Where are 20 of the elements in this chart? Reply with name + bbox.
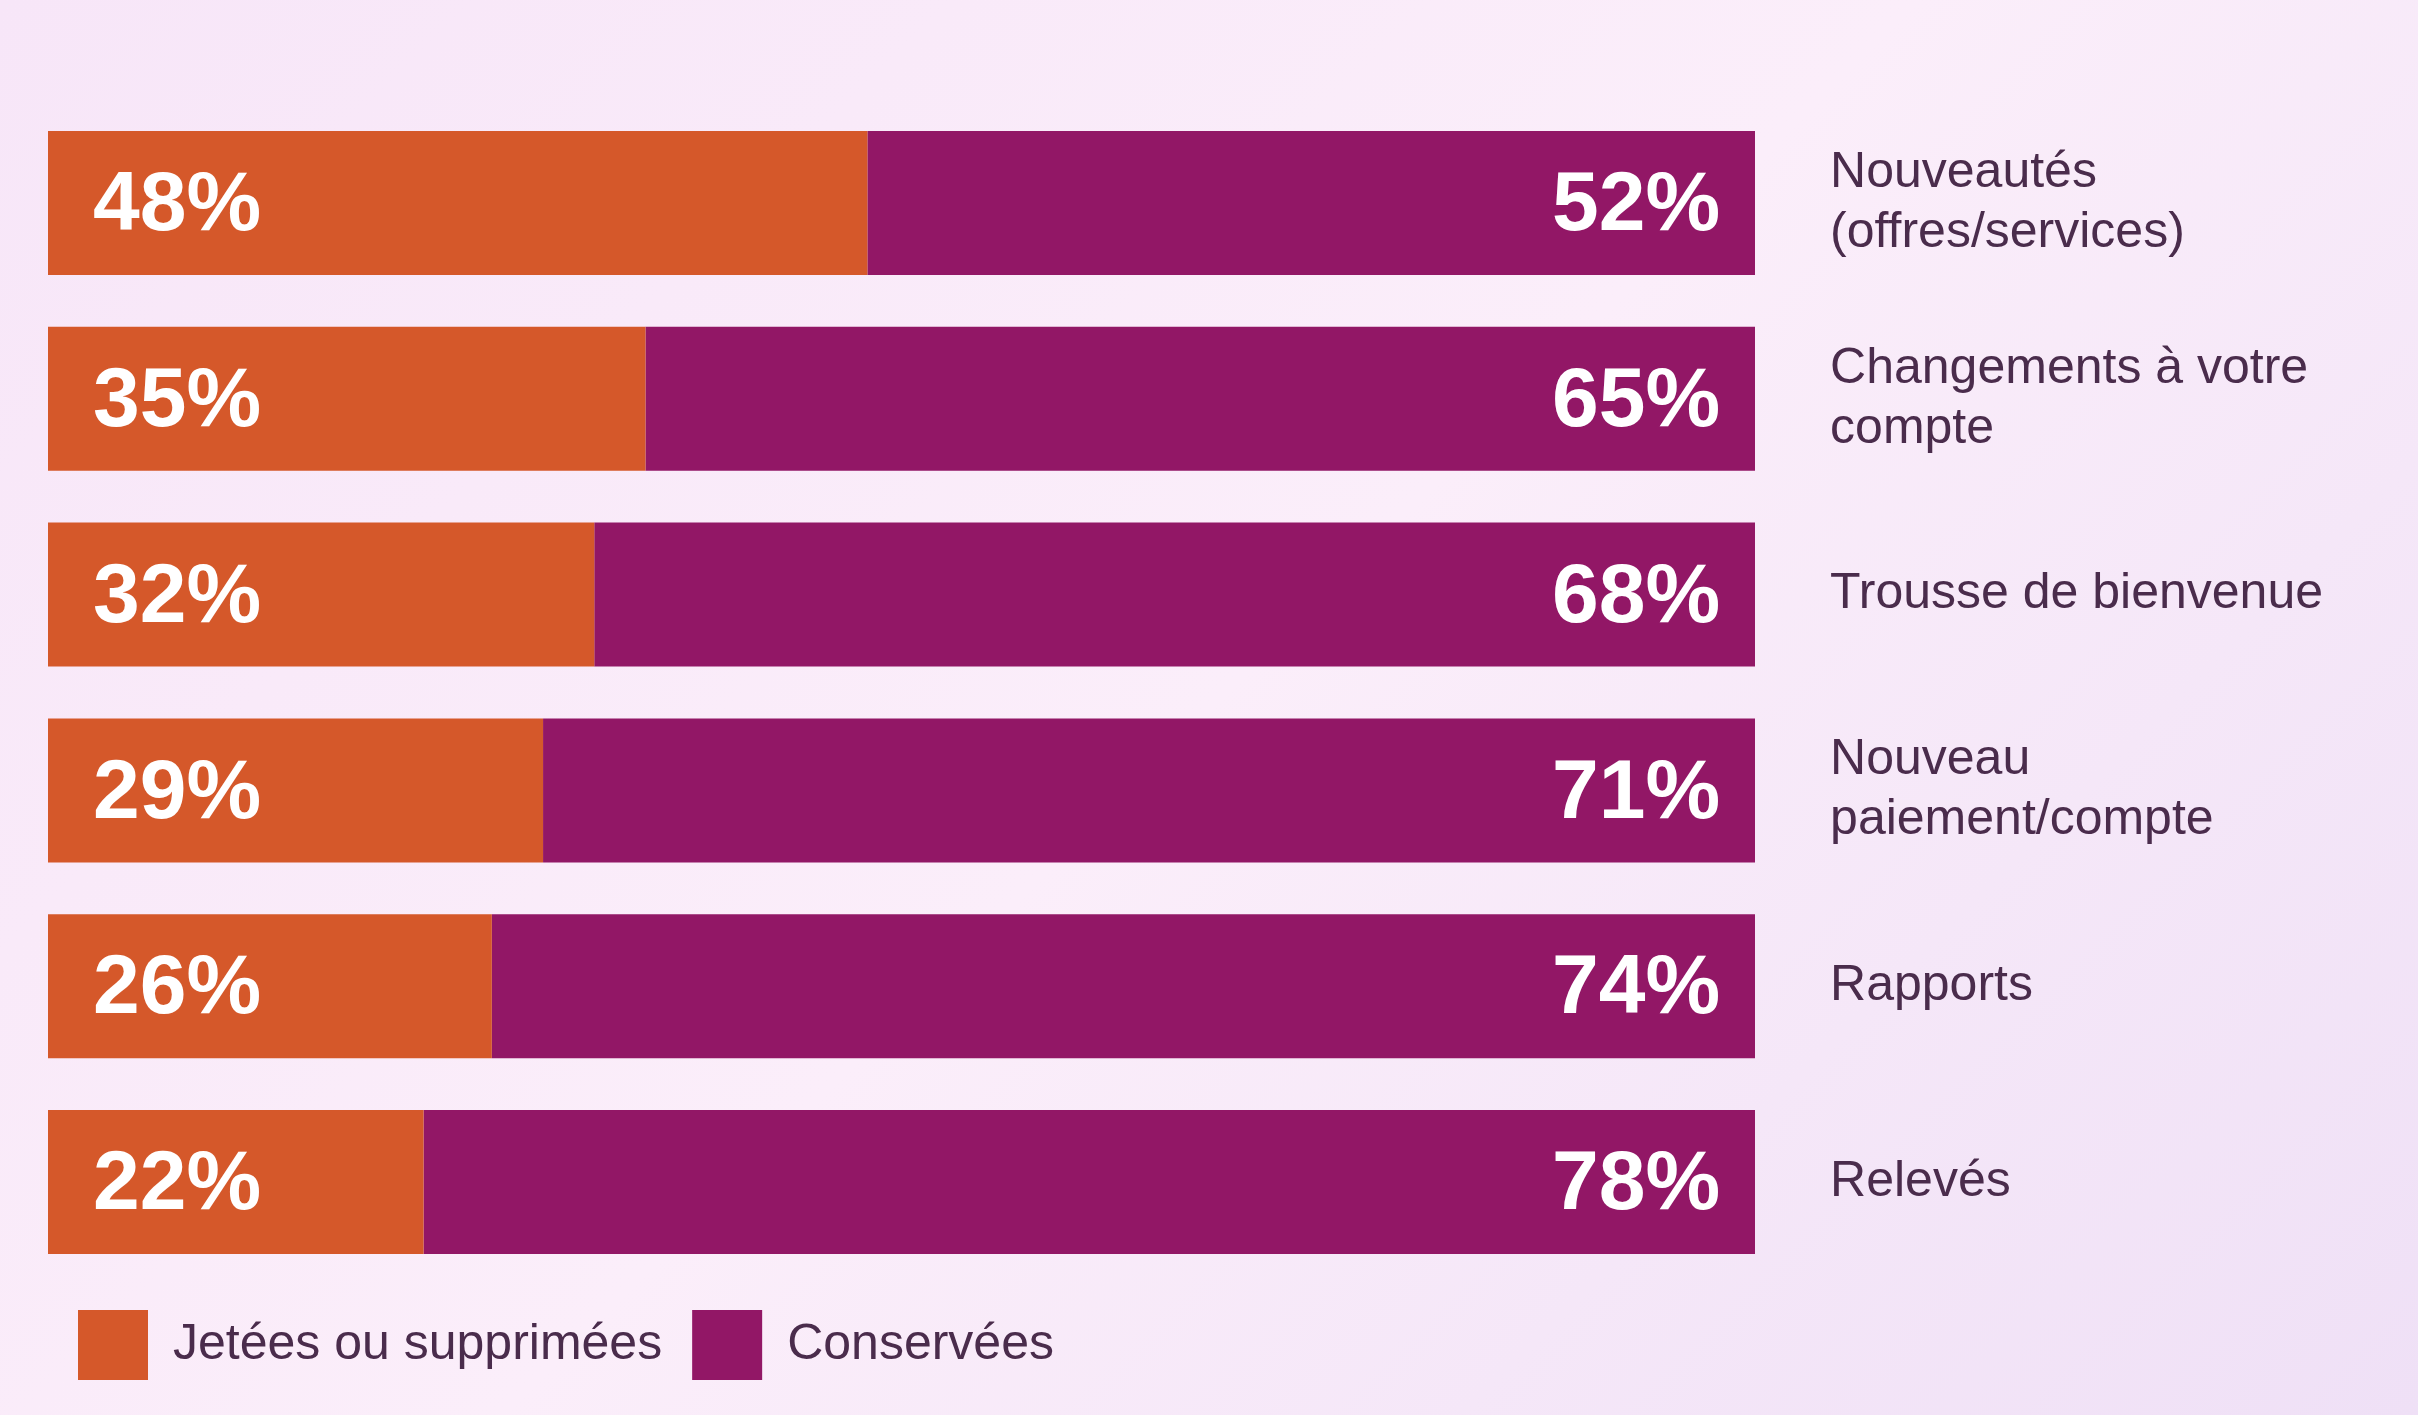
data-label: 68% [1551,545,1721,640]
data-label: 48% [93,154,262,249]
data-label: 74% [1551,937,1721,1032]
y-tick-label: Rapports [1830,955,2033,1012]
data-label: 65% [1551,349,1721,444]
y-tick-label: Trousse de bienvenue [1830,563,2323,620]
legend-label: Jetées ou supprimées [173,1313,663,1370]
y-tick-label: Relevés [1830,1150,2011,1207]
data-label: 52% [1551,154,1721,249]
data-label: 29% [93,741,262,836]
y-tick-label: Nouveau paiement/compte [1830,729,2214,846]
legend-label: Conservées [787,1313,1054,1370]
data-label: 22% [93,1133,262,1228]
y-tick-label: Changements à votre compte [1830,337,2309,454]
y-tick-label: Nouveautés (offres/services) [1830,141,2185,258]
data-label: 71% [1551,741,1721,836]
data-label: 35% [93,349,262,444]
data-label: 78% [1551,1133,1721,1228]
data-label: 32% [93,545,262,640]
data-label: 26% [93,937,262,1032]
